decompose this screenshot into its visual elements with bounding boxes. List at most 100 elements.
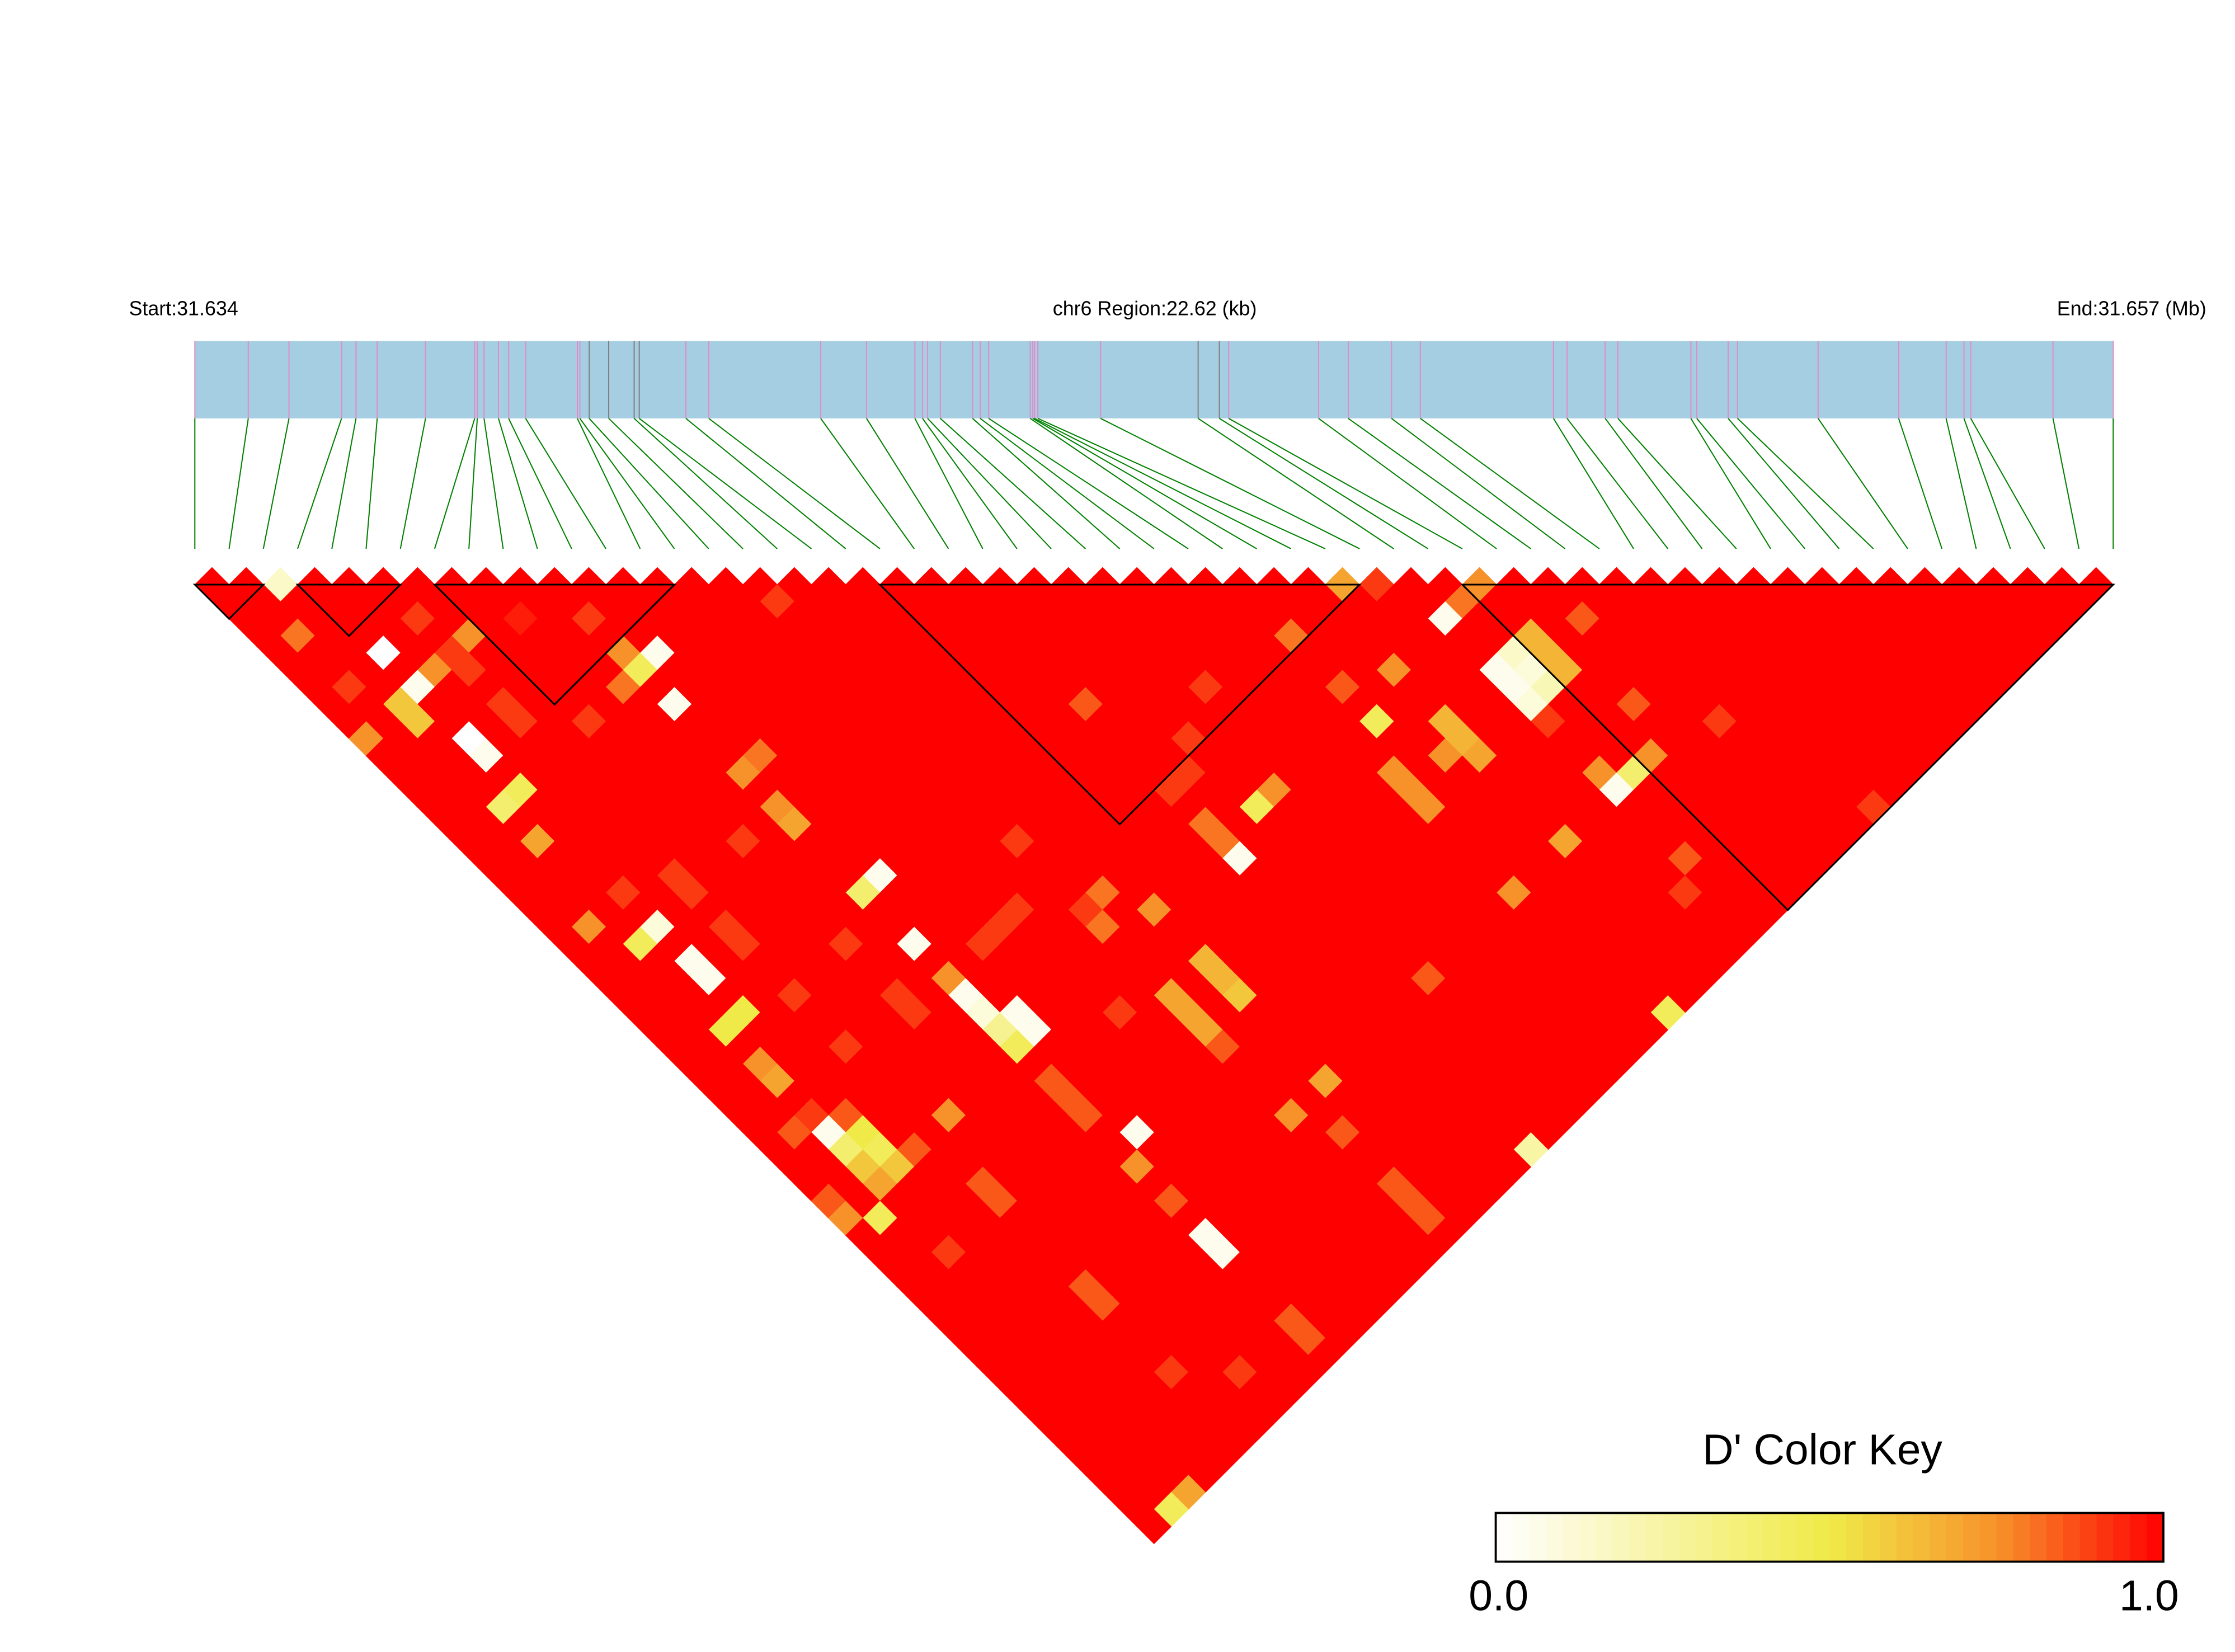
ld-cell [1136,1509,1172,1545]
haplotype-block-outline [432,583,677,706]
color-key-title: D' Color Key [1702,1425,1942,1474]
color-key-step [1746,1513,1763,1562]
color-key-step [1762,1513,1780,1562]
color-key-step [2030,1513,2047,1562]
color-key-step [1813,1513,1831,1562]
color-key-step [1846,1513,1864,1562]
color-key-step [1546,1513,1563,1562]
snp-connector-line [579,418,675,549]
haplotype-block-outline [192,583,266,620]
color-key-step [1562,1513,1580,1562]
snp-connector-line [468,418,478,549]
color-key-step [1512,1513,1530,1562]
color-key-step [1913,1513,1931,1562]
color-key-step [1612,1513,1630,1562]
color-key-step [2079,1513,2097,1562]
snp-connector-line [1970,418,2045,549]
color-key-step [1646,1513,1663,1562]
color-key-step [1796,1513,1814,1562]
snp-connector-line [980,418,1155,549]
end-label: End:31.657 (Mb) [2057,298,2206,320]
snp-connector-line [940,418,1086,549]
snp-connector-line [589,418,709,549]
color-key-frame [1494,1512,2165,1563]
snp-connector-line [1605,418,1703,549]
snp-connector-line [1963,418,2011,549]
snp-connector-line [1945,418,1977,549]
snp-connector-line [1348,418,1531,549]
snp-connector-line [577,418,641,549]
snp-connector-line [922,418,1018,549]
color-key-step [2130,1513,2147,1562]
color-key-step [1596,1513,1613,1562]
color-key-step [1979,1513,1997,1562]
snp-connector-line [297,418,342,549]
snp-connector-line [1617,418,1737,549]
color-key-step [1896,1513,1914,1562]
region-label: chr6 Region:22.62 (kb) [1053,298,1257,320]
haplotype-blocks [192,583,2116,911]
snp-connector-line [1032,418,1258,549]
color-key-step [1729,1513,1747,1562]
color-key-step [2013,1513,2031,1562]
color-key-step [1696,1513,1714,1562]
snp-connector-line [483,418,504,549]
snp-connector-line [1817,418,1908,549]
snp-connector-line [1228,418,1463,549]
snp-connector-line [1696,418,1806,549]
snp-connector-line [927,418,1052,549]
snp-connector-line [1198,418,1395,549]
snp-connector-line [1034,418,1292,549]
snp-connector-line [228,418,249,549]
color-key-step [2113,1513,2131,1562]
color-key-step [1712,1513,1730,1562]
color-key-step [2096,1513,2114,1562]
snp-connector-line [2052,418,2080,549]
color-key-step [2063,1513,2081,1562]
color-key-step [1879,1513,1897,1562]
snp-connector-line [1391,418,1566,549]
color-key-step [2147,1513,2164,1562]
color-key-step [1862,1513,1880,1562]
snp-connector-line [866,418,949,549]
color-key-gradient [1495,1513,2164,1562]
color-key-step [1829,1513,1847,1562]
region-bar [195,341,2114,418]
snp-connector-line [1898,418,1943,549]
color-key-step [1930,1513,1947,1562]
snp-connector-line [365,418,378,549]
snp-connector-line [1552,418,1634,549]
snp-connector-line [1690,418,1771,549]
snp-connector-line [1218,418,1429,549]
snp-connector-line [1420,418,1600,549]
color-key-step [1579,1513,1597,1562]
color-key-step [1495,1513,1513,1562]
snp-connector-line [972,418,1121,549]
snp-connector-line [820,418,915,549]
ld-cells [194,567,2114,1545]
color-key-step [1946,1513,1964,1562]
snp-connector-line [262,418,290,549]
snp-connector-line [988,418,1189,549]
snp-connector-line [508,418,572,549]
snp-connector-line [914,418,984,549]
color-key-max-label: 1.0 [2119,1572,2179,1620]
haplotype-block-outline [878,583,1362,826]
color-key-step [1529,1513,1546,1562]
color-key-step [1996,1513,2014,1562]
snp-connector-line [1037,417,1326,549]
color-key-step [1662,1513,1680,1562]
color-key-step [1779,1513,1797,1562]
color-key-min-label: 0.0 [1469,1572,1528,1620]
snp-connector-line [434,418,476,549]
snp-connector-line [1728,418,1840,549]
color-key-step [2046,1513,2064,1562]
snp-ticks [194,341,2114,418]
start-label: Start:31.634 [129,298,238,320]
snp-connector-line [685,418,846,549]
snp-connector-line [498,418,538,549]
snp-connectors [194,417,2114,549]
snp-connector-line [331,418,357,549]
snp-connector-line [633,418,778,549]
